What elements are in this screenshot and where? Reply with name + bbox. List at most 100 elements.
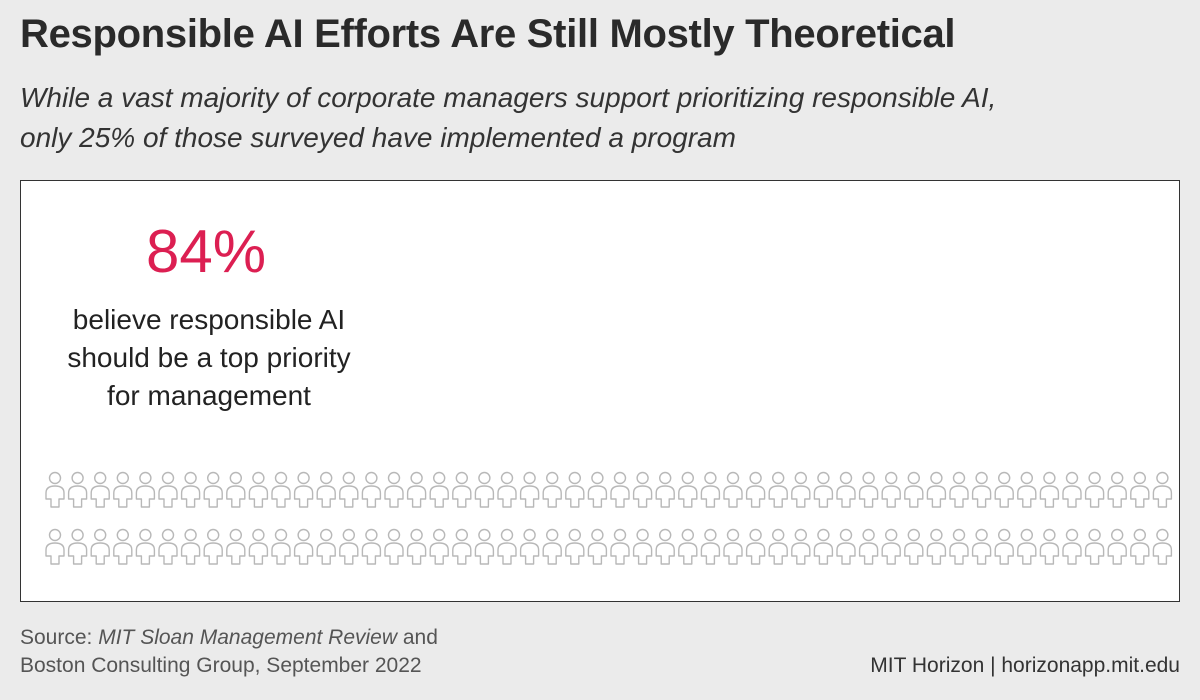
person-icon [90,471,110,508]
person-icon [226,528,246,565]
person-icon [723,528,743,565]
person-icon [384,528,404,565]
person-icon [429,528,449,565]
person-icon [316,471,336,508]
person-icon [361,528,382,565]
person-icon [655,528,675,565]
person-icon [926,528,947,565]
person-icon [1017,528,1037,565]
source-suffix: and [397,626,438,649]
chart-panel: 84% believe responsible AI should be a t… [20,180,1180,602]
person-icon [836,528,856,565]
person-icon [949,528,969,565]
person-icon [158,471,178,508]
person-icon [632,471,653,508]
person-icon [565,528,585,565]
person-icon [45,528,65,565]
person-icon [610,528,630,565]
person-icon [1107,471,1127,508]
person-icon [519,471,540,508]
source-line-2: Boston Consulting Group, September 2022 [20,654,422,677]
person-icon [203,528,223,565]
person-icon [994,528,1014,565]
person-icon [1130,528,1150,565]
person-icon [836,471,856,508]
person-icon [655,471,675,508]
chart-title: Responsible AI Efforts Are Still Mostly … [20,12,956,56]
person-icon [67,471,88,508]
person-icon [1039,471,1060,508]
person-icon [90,528,110,565]
person-icon [316,528,336,565]
person-icon [768,528,788,565]
person-icon [858,528,879,565]
person-icon [452,471,472,508]
person-icon [745,471,766,508]
person-icon [1062,471,1082,508]
person-icon [587,528,608,565]
person-icon [949,471,969,508]
person-icon [1039,528,1060,565]
person-icon [700,528,721,565]
chart-subtitle: While a vast majority of corporate manag… [20,78,1190,158]
person-icon [271,528,291,565]
subtitle-line-1: While a vast majority of corporate manag… [20,82,997,113]
person-icon [1084,528,1105,565]
person-icon [135,528,156,565]
person-icon [971,528,992,565]
person-icon [248,471,269,508]
person-icon [700,471,721,508]
people-pictogram [45,471,1173,565]
person-icon [723,471,743,508]
person-icon [1130,471,1150,508]
person-icon [361,471,382,508]
person-icon [474,528,495,565]
person-icon [497,528,517,565]
person-icon [1062,528,1082,565]
person-icon [542,528,562,565]
person-icon [994,471,1014,508]
person-icon [474,471,495,508]
person-icon [813,471,834,508]
person-icon [67,528,88,565]
person-icon [158,528,178,565]
person-icon [45,471,65,508]
person-icon [858,471,879,508]
person-icon [565,471,585,508]
person-icon [813,528,834,565]
person-icon [678,528,698,565]
person-icon [610,471,630,508]
person-icon [745,528,766,565]
person-icon [768,471,788,508]
person-icon [791,528,811,565]
stat-label-line-3: for management [107,380,311,411]
person-icon [339,471,359,508]
person-icon [248,528,269,565]
person-icon [881,528,901,565]
person-icon [791,471,811,508]
credit: MIT Horizon | horizonapp.mit.edu [870,654,1180,677]
person-icon [542,471,562,508]
person-icon [271,471,291,508]
person-icon [203,471,223,508]
person-icon [452,528,472,565]
person-icon [384,471,404,508]
person-icon [293,528,314,565]
person-icon [1017,471,1037,508]
person-icon [113,471,133,508]
person-icon [406,528,427,565]
subtitle-line-2: only 25% of those surveyed have implemen… [20,122,736,153]
person-icon [180,528,201,565]
person-icon [1152,471,1173,508]
stat-label-line-1: believe responsible AI [72,304,346,335]
person-icon [293,471,314,508]
person-icon [135,471,156,508]
person-icon [632,528,653,565]
person-icon [113,528,133,565]
source-note: Source: MIT Sloan Management Review and … [20,624,438,680]
person-icon [226,471,246,508]
person-icon [926,471,947,508]
source-publication: MIT Sloan Management Review [98,626,398,649]
person-icon [339,528,359,565]
person-icon [1084,471,1105,508]
